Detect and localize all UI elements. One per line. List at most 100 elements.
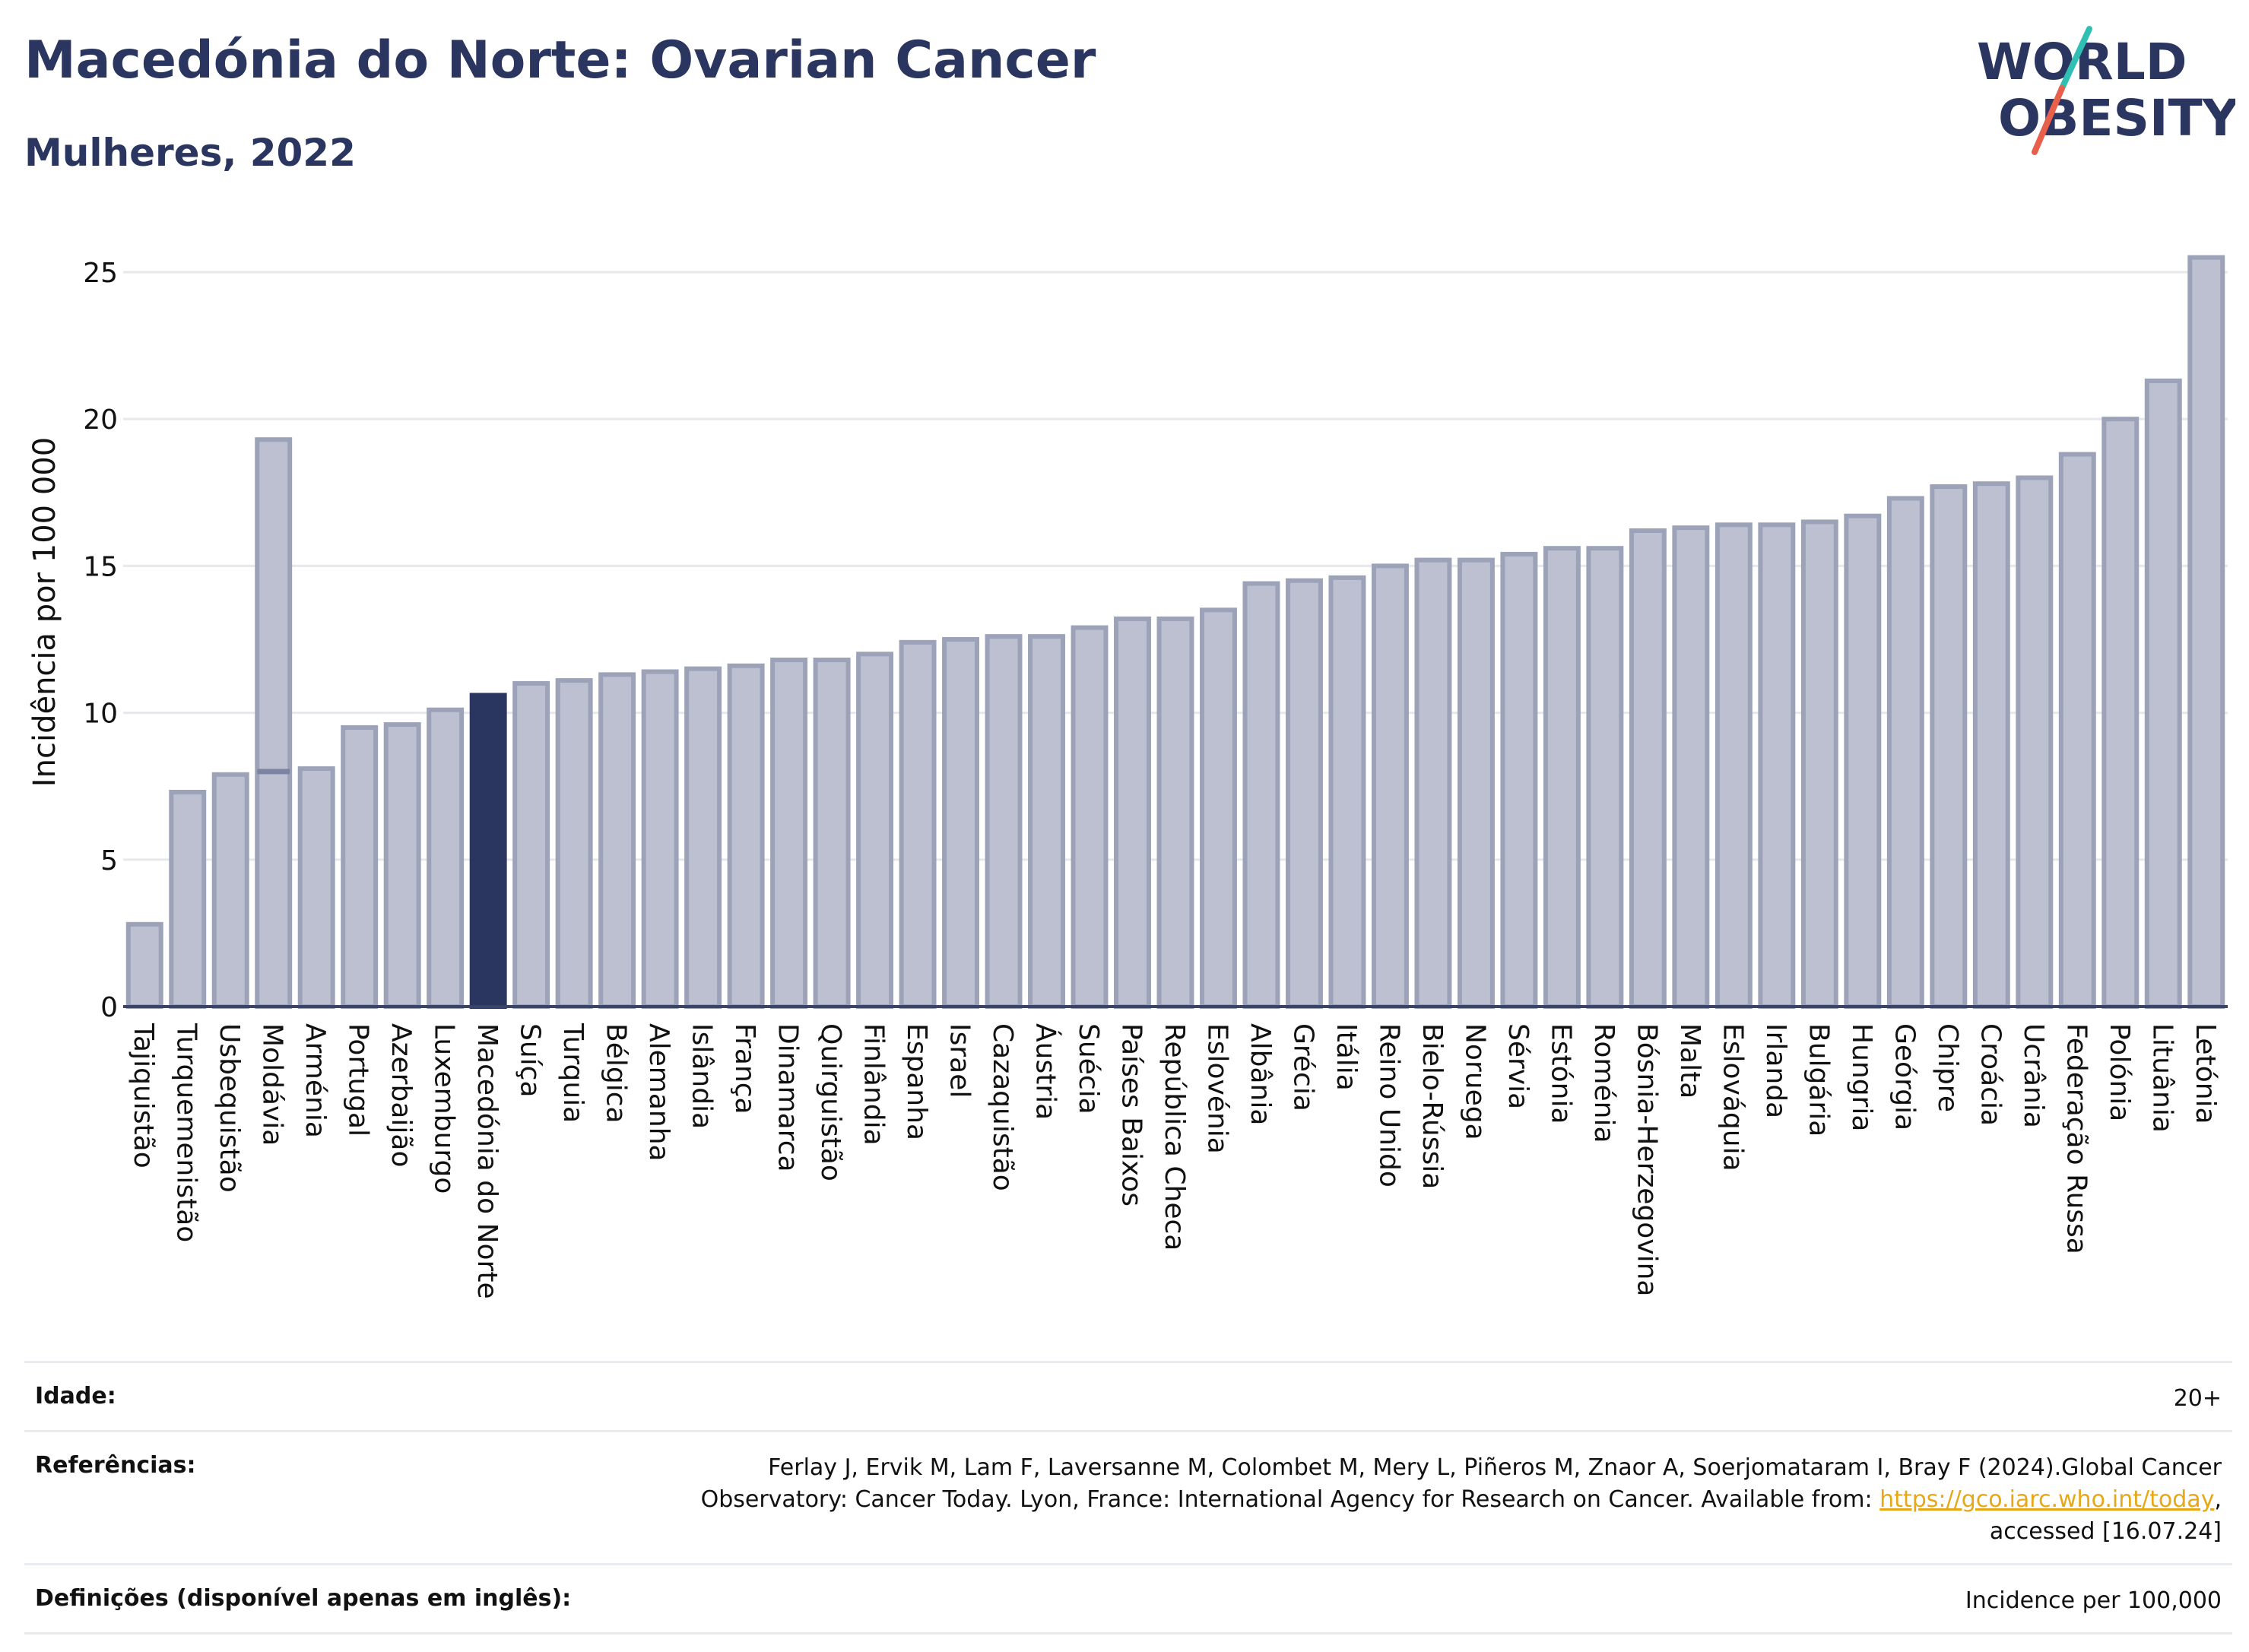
bar [341,725,379,1009]
bar [1629,528,1667,1009]
x-tick-label: Reino Unido [1373,1023,1404,1187]
x-tick-label: Arménia [300,1023,331,1138]
bar [427,707,465,1009]
x-tick-label: Estónia [1545,1023,1576,1124]
x-tick-label: Israel [944,1023,975,1098]
bar [211,772,249,1009]
references-value: Ferlay J, Ervik M, Lam F, Laversanne M, … [633,1452,2222,1548]
bar [1586,546,1624,1009]
bar [1844,513,1882,1009]
x-tick-label: Polónia [2104,1023,2135,1121]
logo-slash-red [2032,85,2065,155]
world-obesity-logo: WORLD OBESITY [1977,26,2235,155]
bar [1972,481,2010,1009]
chart-title: Macedónia do Norte: Ovarian Cancer [24,30,1096,90]
bar [1500,551,1538,1009]
x-tick-label: Dinamarca [772,1023,804,1172]
age-label: Idade: [35,1383,116,1409]
x-tick-label: Espanha [901,1023,932,1140]
bar [1457,557,1495,1009]
chart-footer: Idade: 20+ Referências: Ferlay J, Ervik … [24,1361,2232,1635]
x-tick-label: Finlândia [858,1023,890,1146]
bar [1114,616,1151,1009]
x-tick-label: Roménia [1588,1023,1619,1143]
x-tick-label: Luxemburgo [429,1023,460,1194]
bar [297,766,335,1009]
logo-slash-teal [2059,26,2092,91]
bar [985,634,1023,1010]
x-tick-label: Ucrânia [2018,1023,2049,1128]
references-text: Ferlay J, Ervik M, Lam F, Laversanne M, … [700,1454,2222,1513]
bar [942,636,980,1009]
bar [1371,563,1409,1009]
references-link[interactable]: https://gco.iarc.who.int/today [1879,1486,2215,1513]
bar [2058,452,2096,1009]
x-tick-label: Suíça [515,1023,546,1098]
bars [125,255,2225,1010]
x-tick-label: Macedónia do Norte [471,1023,503,1299]
x-tick-label: Usbequistão [214,1023,245,1193]
footer-row-references: Referências: Ferlay J, Ervik M, Lam F, L… [24,1430,2232,1563]
x-tick-label: Bélgica [601,1023,632,1124]
x-tick-label: Bielo-Rússia [1416,1023,1448,1189]
bar [684,666,722,1009]
x-tick-label: Suécia [1073,1023,1104,1115]
x-tick-label: Países Baixos [1116,1023,1147,1206]
bar-chart: 0 5 10 15 20 25 Incidência por 100 000 Tajiqu… [27,255,2228,1299]
bar [1414,557,1452,1009]
x-tick-label: Portugal [343,1023,374,1137]
y-tick-label: 0 [100,992,118,1023]
x-tick-label: Lituânia [2146,1023,2178,1133]
bar [1886,496,1924,1009]
footer-row-definitions: Definições (disponível apenas em inglês)… [24,1563,2232,1635]
definitions-label: Definições (disponível apenas em inglês)… [35,1585,572,1612]
bar [555,678,593,1009]
bar [1672,525,1710,1009]
bar [512,680,550,1010]
x-tick-label: Eslováquia [1717,1023,1748,1172]
bar [1200,607,1237,1009]
bar [125,921,163,1010]
y-tick-label: 25 [83,258,118,289]
x-tick-label: Hungria [1846,1023,1877,1131]
bar [1543,546,1581,1009]
x-tick-label: Alemanha [643,1023,674,1162]
footer-row-age: Idade: 20+ [24,1361,2232,1430]
bar [1242,581,1280,1009]
bar [727,663,765,1009]
x-tick-label: Sérvia [1502,1023,1534,1109]
x-tick-label: Islândia [687,1023,718,1129]
x-tick-label: Grécia [1287,1023,1318,1111]
x-tick-label: Áustria [1030,1023,1062,1120]
y-axis-ticks: 0 5 10 15 20 25 [83,258,118,1023]
x-tick-label: Moldávia [257,1023,288,1146]
x-tick-label: República Checa [1159,1023,1190,1251]
y-tick-label: 15 [83,551,118,582]
x-tick-label: Croácia [1975,1023,2006,1126]
bar [1156,616,1194,1009]
bar [2144,378,2182,1009]
x-tick-label: Albânia [1245,1023,1276,1125]
bar [899,639,937,1009]
x-tick-label: Quirguistão [815,1023,846,1181]
bar [2101,417,2140,1009]
x-tick-label: Federação Russa [2060,1023,2092,1254]
x-tick-label: Irlanda [1760,1023,1791,1118]
x-tick-label: Bulgária [1803,1023,1834,1137]
y-axis-label: Incidência por 100 000 [27,437,62,787]
x-tick-label: Azerbaijão [385,1023,417,1167]
bar [598,672,636,1009]
bar [813,658,851,1010]
bar [169,789,207,1009]
bar [1328,575,1366,1009]
x-tick-label: Turquemenistão [171,1023,202,1242]
y-tick-label: 5 [100,845,118,877]
x-tick-label: Turquia [557,1023,588,1123]
bar [2016,475,2054,1009]
chart-subtitle: Mulheres, 2022 [24,131,356,175]
x-tick-label: Noruega [1459,1023,1490,1140]
x-tick-label: França [729,1023,760,1115]
bar [1715,522,1753,1009]
x-tick-label: Eslovénia [1201,1023,1232,1154]
bar [641,669,679,1010]
